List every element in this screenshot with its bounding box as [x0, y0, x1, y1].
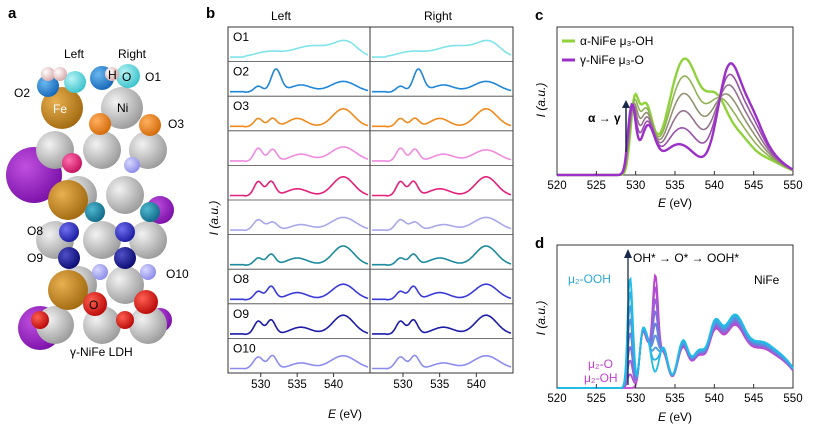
label-left: Left: [64, 47, 85, 61]
panel_c-tick-label: 535: [665, 180, 684, 192]
panel-d-letter: d: [535, 235, 544, 252]
panel-b-row-label-10: O10: [233, 341, 256, 355]
panel-b-spectrum-row-6-right: [372, 216, 512, 232]
panel-b-spectrum-row-4-left: [230, 146, 369, 163]
column-right-title: Right: [424, 9, 453, 23]
panel-b-spectrum-row-8-right: [372, 283, 512, 301]
panel-b-spectrum-row-7-left: [230, 245, 369, 267]
panel-d-x-ticks: 520 525 530 535 540 545 550: [547, 384, 803, 405]
panel-b-row-label-2: O2: [233, 65, 249, 79]
panel-c: c 520 525 530 535 540 545 550 α-NiFe μ₃-OH γ-N…: [534, 7, 803, 210]
panel-d-y-axis-label: I (a.u.): [534, 301, 548, 336]
panel_d-tick-label: 530: [626, 393, 645, 405]
panel-b-spectrum-row-9-right: [372, 314, 512, 336]
panel-b-letter: b: [206, 5, 215, 22]
panel_c-tick-label: 520: [547, 180, 566, 192]
panel-b-row-labels: O1 O2 O3 O8 O9 O10: [233, 30, 256, 355]
panel-c-arrowhead: [622, 100, 630, 108]
label-fe: Fe: [53, 102, 67, 116]
panel-b-tick-label: 530: [393, 379, 412, 391]
panel-b-row-label-9: O9: [233, 307, 249, 321]
panel-c-y-axis-label: I (a.u.): [534, 83, 548, 118]
panel-b-spectrum-row-3-left: [230, 108, 369, 128]
panel-c-letter: c: [535, 7, 543, 24]
panel-b-tick-label: 540: [467, 379, 486, 391]
panel-b-spectrum-row-2-left: [230, 68, 369, 94]
panel_c-tick-label: 525: [587, 180, 606, 192]
panel-b-spectrum-row-3-right: [372, 108, 512, 128]
legend-gamma-label: γ-NiFe μ₃-O: [580, 53, 644, 67]
label-o-atom: O: [122, 70, 131, 84]
panel_d-tick-label: 520: [547, 393, 566, 405]
panel-b-spectrum-row-10-left: [230, 354, 369, 370]
panel-b-spectrum-row-5-left: [230, 176, 369, 197]
panel-b-spectrum-row-2-right: [372, 68, 512, 94]
panel-a: a: [6, 5, 189, 359]
panel-b-spectrum-row-5-right: [372, 176, 512, 197]
panel-b-grid: [227, 26, 514, 374]
molecular-structure-illustration: [6, 64, 174, 350]
label-h-atom: H: [108, 68, 117, 82]
panel-b-curves: [230, 39, 512, 370]
panel-d-label-oh: μ₂-OH: [584, 371, 618, 385]
panel-d-arrow-label: OH* → O* → OOH*: [633, 251, 739, 265]
panel_c-tick-label: 550: [783, 180, 802, 192]
legend-alpha-label: α-NiFe μ₃-OH: [580, 34, 653, 48]
label-o8: O8: [27, 224, 43, 238]
panel_d-tick-label: 525: [587, 393, 606, 405]
panel-b-row-label-3: O3: [233, 99, 249, 113]
panel-d-x-axis-label: E (eV): [658, 410, 692, 424]
panel-b-spectrum-row-9-left: [230, 314, 369, 336]
panel-d-label-o: μ₂-O: [588, 357, 613, 371]
panel-b-x-axis-label: E (eV): [328, 407, 362, 421]
panel_d-tick-label: 535: [665, 393, 684, 405]
panel-a-caption: γ-NiFe LDH: [70, 345, 133, 359]
panel_c-tick-label: 545: [744, 180, 763, 192]
panel-b-spectrum-row-7-right: [372, 245, 512, 267]
panel-b-y-axis-label: I (a.u.): [207, 201, 221, 236]
panel_d-tick-label: 540: [705, 393, 724, 405]
panel-c-x-ticks: 520 525 530 535 540 545 550: [547, 171, 803, 192]
panel-b-spectrum-row-8-left: [230, 283, 369, 301]
panel-b-row-label-1: O1: [233, 30, 249, 44]
panel-b-spectrum-row-10-right: [372, 354, 512, 370]
panel-b-row-label-8: O8: [233, 272, 249, 286]
column-left-title: Left: [271, 9, 292, 23]
panel-c-spectrum-4: [557, 84, 794, 176]
panel-c-arrow-label: α → γ: [588, 111, 621, 125]
label-o1: O1: [145, 70, 161, 84]
panel-b-tick-label: 535: [430, 379, 449, 391]
panel-d-material-label: NiFe: [754, 273, 780, 287]
label-o10: O10: [166, 267, 189, 281]
panel-b-tick-label: 530: [251, 379, 270, 391]
label-right: Right: [118, 47, 147, 61]
label-o9: O9: [27, 251, 43, 265]
label-o3: O3: [168, 117, 184, 131]
panel_c-tick-label: 540: [705, 180, 724, 192]
panel-b-spectrum-row-4-right: [372, 147, 512, 163]
label-o2: O2: [14, 86, 30, 100]
panel-d-arrowhead: [624, 249, 632, 258]
panel-b-tick-label: 540: [324, 379, 343, 391]
panel-b-spectrum-row-1-right: [372, 39, 512, 58]
panel-b-spectrum-row-1-left: [230, 39, 369, 58]
panel-b-x-ticks: 530 535 540 530 535 540: [251, 373, 486, 391]
panel_c-tick-label: 530: [626, 180, 645, 192]
panel_d-tick-label: 550: [783, 393, 802, 405]
panel-b-spectrum-row-6-left: [230, 216, 369, 232]
panel-c-x-axis-label: E (eV): [658, 196, 692, 210]
panel_d-tick-label: 545: [744, 393, 763, 405]
label-ni: Ni: [117, 101, 128, 115]
panel-d: d 520 525 530 535 540 545 550 OH* → O* → OOH* …: [534, 235, 803, 424]
panel-b-tick-label: 535: [288, 379, 307, 391]
panel-d-label-ooh: μ₂-OOH: [568, 272, 611, 286]
panel-a-letter: a: [8, 5, 17, 22]
label-o-red: O: [89, 298, 98, 312]
